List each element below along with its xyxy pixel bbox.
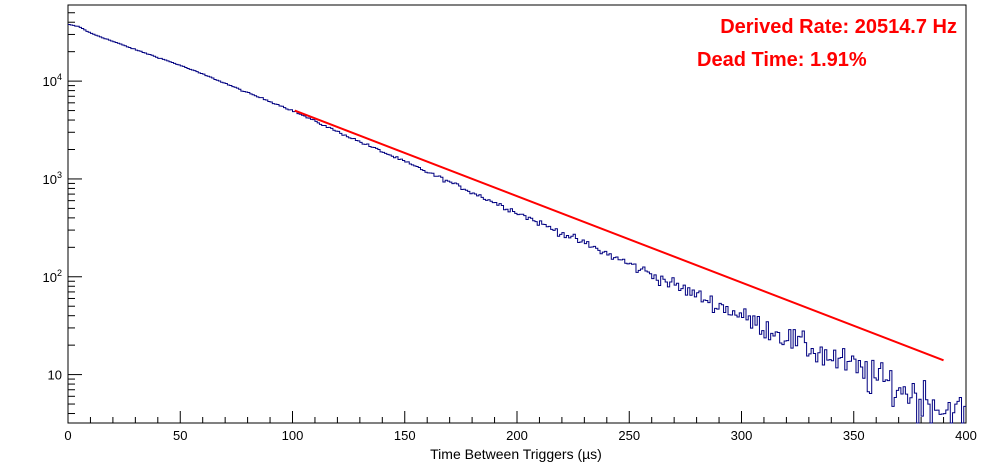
y-tick-label: 102: [43, 268, 62, 285]
annotation-dead-time: Dead Time: 1.91%: [697, 49, 867, 71]
x-tick-label: 100: [282, 428, 304, 443]
x-tick-label: 400: [955, 428, 977, 443]
x-tick-label: 300: [731, 428, 753, 443]
x-tick-label: 150: [394, 428, 416, 443]
x-tick-label: 250: [618, 428, 640, 443]
fit-series: [294, 109, 944, 362]
histogram-line: [68, 23, 966, 424]
x-tick-label: 350: [843, 428, 865, 443]
fit-line: [294, 109, 944, 362]
tick-labels: 0 50 100 150 200 250 300 350 400 10 102 103 104: [43, 72, 977, 443]
histogram-series: [68, 23, 966, 424]
y-tick-label: 104: [43, 72, 62, 89]
y-tick-label: 103: [43, 170, 62, 187]
axis-ticks: [67, 4, 967, 423]
x-tick-label: 200: [506, 428, 528, 443]
y-tick-label: 10: [48, 368, 62, 383]
x-tick-label: 0: [64, 428, 71, 443]
annotation-derived-rate: Derived Rate: 20514.7 Hz: [720, 16, 957, 38]
x-tick-label: 50: [173, 428, 187, 443]
x-axis-title: Time Between Triggers (µs): [430, 446, 602, 462]
